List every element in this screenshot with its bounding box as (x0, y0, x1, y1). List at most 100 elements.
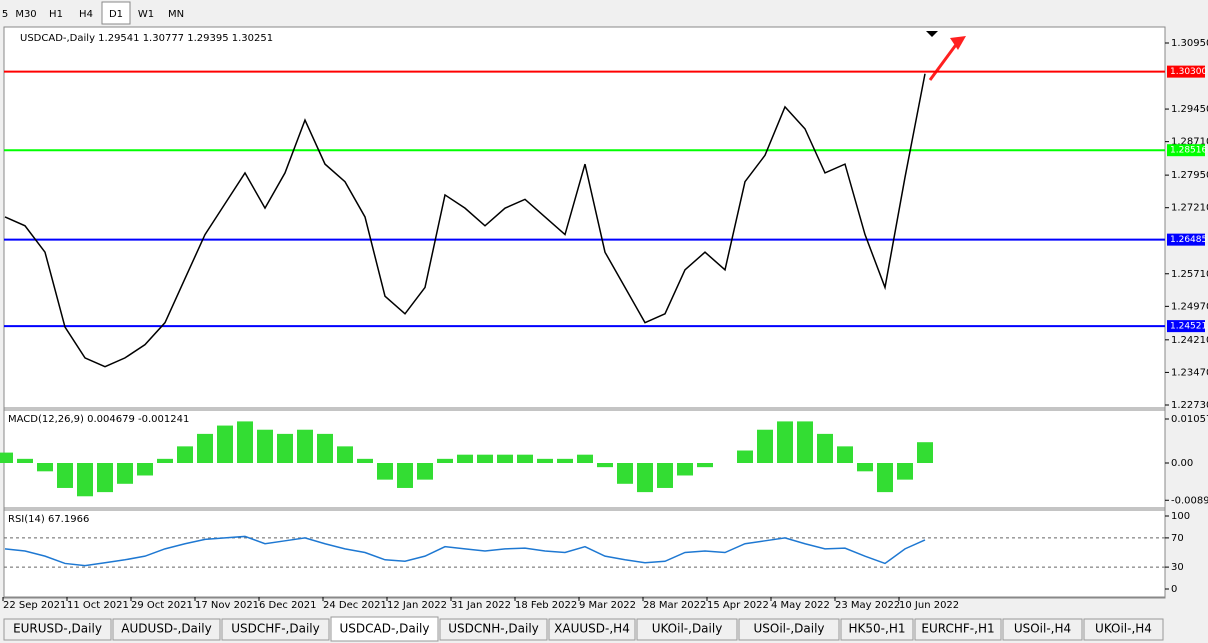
date-label: 28 Mar 2022 (643, 600, 706, 611)
symbol-tab-label[interactable]: HK50-,H1 (849, 622, 906, 636)
symbol-tab-label[interactable]: USDCHF-,Daily (231, 622, 319, 636)
timeframe-button[interactable] (162, 2, 190, 24)
macd-bar (657, 463, 673, 488)
timeframe-label[interactable]: MN (168, 9, 184, 20)
timeframe-label[interactable]: H1 (49, 9, 63, 20)
timeframe-button[interactable] (12, 2, 40, 24)
symbol-tab[interactable] (548, 618, 636, 641)
timeframe-button[interactable] (42, 2, 70, 24)
chart-area (3, 26, 1166, 599)
macd-bar (917, 442, 933, 463)
symbol-tab[interactable] (3, 618, 112, 641)
macd-bar (177, 446, 193, 463)
price-label: 1.29450 (1171, 104, 1208, 115)
macd-bar (637, 463, 653, 493)
symbol-tab[interactable] (330, 616, 439, 642)
symbol-tab[interactable] (1002, 618, 1083, 641)
macd-bar (797, 421, 813, 463)
timeframe-button[interactable] (0, 2, 10, 24)
macd-bar (497, 454, 513, 463)
macd-bar (297, 429, 313, 463)
macd-bar (197, 433, 213, 463)
macd-bar (677, 463, 693, 476)
timeframe-button[interactable] (72, 2, 100, 24)
date-label: 10 Jun 2022 (899, 600, 959, 611)
macd-bar (437, 458, 453, 463)
macd-bar (317, 433, 333, 463)
symbol-tab-label[interactable]: AUDUSD-,Daily (121, 622, 211, 636)
macd-bar (37, 463, 53, 472)
macd-label: MACD(12,26,9) 0.004679 -0.001241 (8, 414, 189, 425)
symbol-tab[interactable] (221, 618, 330, 641)
symbol-tab[interactable] (112, 618, 221, 641)
timeframe-label[interactable]: H4 (79, 9, 93, 20)
macd-bar (697, 463, 713, 468)
symbol-tab-label[interactable]: UKOil-,Daily (652, 622, 723, 636)
symbol-tab[interactable] (439, 618, 548, 641)
price-line (4, 73, 926, 368)
timeframe-label[interactable]: 5 (2, 9, 8, 20)
macd-bar (0, 452, 13, 463)
macd-bar (17, 458, 33, 463)
level-badge (1167, 144, 1205, 157)
date-label: 29 Oct 2021 (131, 600, 193, 611)
symbol-tab[interactable] (738, 618, 840, 641)
macd-bar (357, 458, 373, 463)
macd-bar (577, 454, 593, 463)
level-label: 1.24521 (1170, 322, 1207, 332)
macd-axis-label: 0.010578 (1171, 414, 1208, 425)
arrow-head (950, 36, 966, 50)
date-label: 22 Sep 2021 (3, 600, 66, 611)
rsi-label: RSI(14) 67.1966 (8, 514, 89, 525)
symbol-tab-label[interactable]: XAUUSD-,H4 (554, 622, 630, 636)
symbol-tab[interactable] (636, 618, 738, 641)
level-badge (1167, 65, 1205, 78)
macd-bar (817, 433, 833, 463)
macd-axis-label: -0.00896 (1171, 495, 1208, 506)
symbol-tab-label[interactable]: USOil-,H4 (1014, 622, 1071, 636)
symbol-tab[interactable] (914, 618, 1002, 641)
macd-bar (237, 421, 253, 463)
macd-bar (737, 450, 753, 463)
macd-bar (517, 454, 533, 463)
date-label: 9 Mar 2022 (579, 600, 636, 611)
macd-bar (157, 458, 173, 463)
macd-bar (217, 425, 233, 463)
shift-marker (926, 31, 938, 37)
date-label: 24 Dec 2021 (323, 600, 387, 611)
timeframe-label[interactable]: W1 (138, 9, 154, 20)
symbol-tab-label[interactable]: USDCNH-,Daily (448, 622, 539, 636)
macd-bar (477, 454, 493, 463)
symbol-tab[interactable] (840, 618, 914, 641)
macd-bar (557, 458, 573, 463)
macd-bar (337, 446, 353, 463)
arrow (928, 41, 960, 81)
symbol-tab-label[interactable]: EURCHF-,H1 (921, 622, 994, 636)
symbol-tab-label[interactable]: EURUSD-,Daily (13, 622, 102, 636)
macd-bar (137, 463, 153, 476)
price-label: 1.24970 (1171, 301, 1208, 312)
level-label: 1.28516 (1170, 146, 1207, 156)
timeframe-button[interactable] (132, 2, 160, 24)
date-label: 31 Jan 2022 (451, 600, 511, 611)
timeframe-button[interactable] (101, 1, 131, 25)
symbol-tab-label[interactable]: USOil-,Daily (753, 622, 824, 636)
date-label: 15 Apr 2022 (707, 600, 769, 611)
symbol-tab-label[interactable]: USDCAD-,Daily (340, 622, 430, 636)
macd-bar (457, 454, 473, 463)
price-label: 1.23470 (1171, 367, 1208, 378)
toolbar (0, 0, 1208, 27)
timeframe-label[interactable]: D1 (109, 9, 123, 20)
date-label: 11 Oct 2021 (67, 600, 129, 611)
macd-bar (377, 463, 393, 480)
timeframe-label[interactable]: M30 (15, 9, 36, 20)
level-label: 1.30300 (1170, 67, 1207, 77)
rsi-axis-label: 0 (1171, 584, 1177, 595)
date-label: 17 Nov 2021 (195, 600, 259, 611)
price-label: 1.22730 (1171, 400, 1208, 411)
symbol-tab[interactable] (1083, 618, 1164, 641)
macd-bar (117, 463, 133, 484)
price-label: 1.24210 (1171, 335, 1208, 346)
symbol-tab-label[interactable]: UKOil-,H4 (1095, 622, 1152, 636)
macd-bar (897, 463, 913, 480)
